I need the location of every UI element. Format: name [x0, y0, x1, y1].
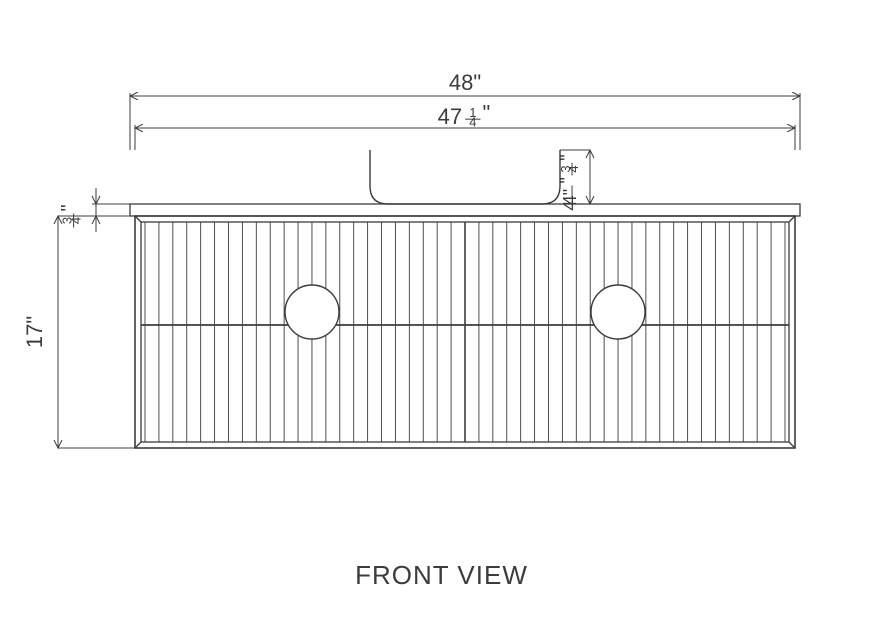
- svg-text:4: 4: [68, 217, 83, 224]
- svg-text:": ": [557, 154, 577, 160]
- svg-text:4: 4: [566, 165, 581, 172]
- svg-text:4": 4": [560, 189, 580, 205]
- svg-text:4: 4: [469, 115, 476, 130]
- svg-text:17": 17": [22, 316, 47, 348]
- svg-text:47: 47: [438, 104, 462, 129]
- view-title: FRONT VIEW: [0, 560, 883, 591]
- front-view-drawing: 48"4714"34"4"4"34"17": [0, 0, 883, 633]
- svg-text:": ": [58, 204, 80, 211]
- svg-text:": ": [557, 177, 577, 183]
- svg-text:48": 48": [449, 70, 481, 95]
- svg-text:": ": [483, 101, 491, 126]
